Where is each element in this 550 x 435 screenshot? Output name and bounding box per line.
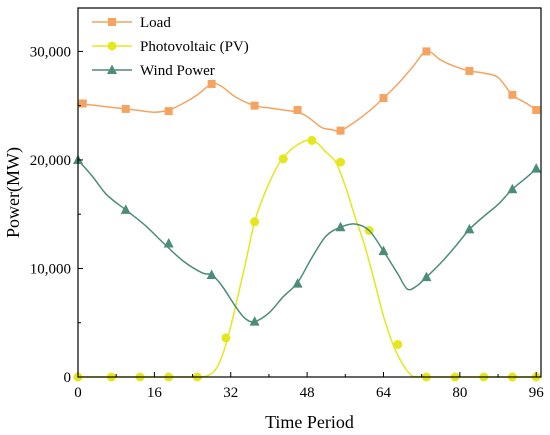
data-point-wind-power: [531, 163, 542, 173]
data-point-wind-power: [335, 221, 346, 232]
series-line-photovoltaic-pv: [78, 139, 537, 378]
x-axis-title: Time Period: [265, 412, 354, 432]
data-point-wind-power: [206, 269, 217, 279]
y-tick-label: 30,000: [30, 44, 71, 60]
data-point-load: [207, 79, 216, 88]
data-point-load: [164, 107, 173, 116]
x-tick-label: 48: [300, 385, 315, 401]
x-tick-label: 32: [223, 385, 238, 401]
data-point-wind-power: [163, 238, 174, 248]
series-photovoltaic-pv: [73, 135, 541, 382]
legend-marker: [107, 41, 117, 51]
data-point-photovoltaic-pv: [307, 135, 317, 145]
legend-marker: [107, 64, 117, 74]
data-point-wind-power: [378, 245, 389, 256]
data-point-load: [508, 90, 517, 99]
data-point-wind-power: [464, 223, 475, 234]
x-tick-label: 80: [452, 385, 467, 401]
series-wind-power: [73, 154, 542, 326]
y-axis-title: Power(MW): [3, 147, 24, 238]
data-point-photovoltaic-pv: [250, 217, 260, 227]
data-point-load: [78, 99, 87, 108]
y-tick-label: 0: [64, 370, 72, 386]
data-point-wind-power: [249, 316, 260, 326]
data-point-wind-power: [292, 278, 303, 288]
x-tick-label: 0: [74, 385, 82, 401]
series-line-wind-power: [77, 159, 537, 323]
legend-label: Load: [140, 15, 171, 31]
legend-label: Photovoltaic (PV): [140, 39, 249, 55]
y-tick-label: 10,000: [30, 261, 71, 277]
legend-item-wind-power: Wind Power: [92, 63, 215, 79]
plot-area: [73, 47, 542, 382]
data-point-wind-power: [421, 271, 432, 282]
data-point-load: [293, 106, 302, 115]
legend-item-photovoltaic-pv: Photovoltaic (PV): [92, 39, 249, 55]
legend: Load Photovoltaic (PV) Wind Power: [92, 15, 249, 79]
data-point-photovoltaic-pv: [278, 154, 288, 164]
data-point-load: [532, 106, 541, 115]
data-point-wind-power: [507, 183, 518, 194]
data-point-load: [379, 94, 388, 103]
x-tick-label: 96: [529, 385, 545, 401]
legend-marker: [108, 18, 116, 26]
data-point-photovoltaic-pv: [336, 157, 346, 167]
data-point-photovoltaic-pv: [221, 333, 231, 343]
data-point-photovoltaic-pv: [393, 339, 403, 349]
data-point-load: [336, 126, 345, 135]
y-tick-label: 20,000: [30, 153, 71, 169]
data-point-load: [250, 101, 259, 110]
legend-item-load: Load: [92, 15, 171, 31]
data-point-load: [121, 104, 130, 113]
x-tick-label: 64: [376, 385, 392, 401]
plot-frame: [77, 7, 542, 378]
data-point-wind-power: [120, 204, 131, 214]
legend-label: Wind Power: [140, 63, 215, 79]
data-point-load: [465, 66, 474, 75]
data-point-load: [422, 47, 431, 56]
series-line-load: [77, 50, 537, 132]
axes: 0 16 32 48 64 80 96 0 10,000 20,000 30,000: [30, 7, 545, 401]
series-load: [77, 47, 541, 135]
x-tick-label: 16: [147, 385, 163, 401]
